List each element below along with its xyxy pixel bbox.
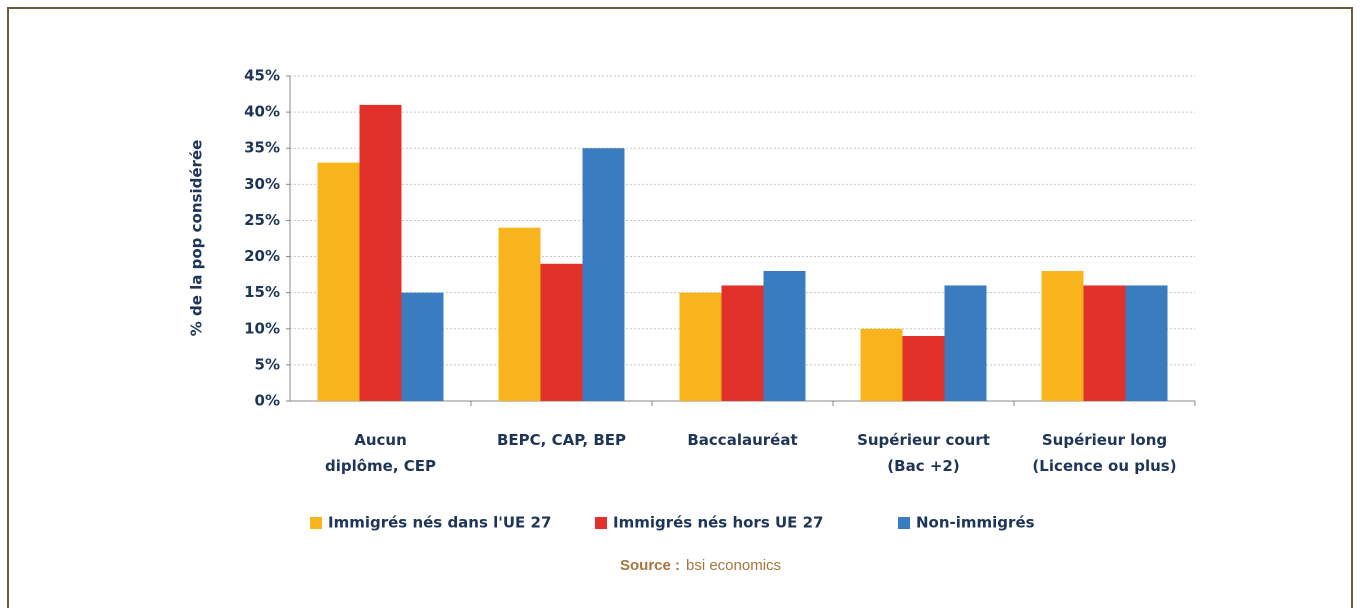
bar [317, 162, 360, 401]
y-axis-label: % de la pop considérée [188, 140, 206, 336]
source: bsi economics [686, 557, 781, 574]
frame [7, 7, 1353, 608]
x-tick-label-line: Baccalauréat [687, 431, 797, 449]
bar [860, 328, 903, 401]
x-tick-label: Supérieur court (Bac +2) [857, 431, 990, 475]
x-tick-label-line: Aucun [354, 431, 407, 449]
y-tick-label: 0% [255, 392, 280, 410]
y-tick-label: 25% [244, 211, 280, 229]
x-tick-label-line: (Licence ou plus) [1032, 457, 1176, 475]
legend-label: Immigrés nés hors UE 27 [613, 514, 824, 532]
legend-swatch [310, 517, 322, 529]
x-tick-label: Aucun diplôme, CEP [325, 431, 436, 475]
y-tick-label: 40% [244, 103, 280, 121]
y-tick-label: 10% [244, 319, 280, 337]
y-tick-label: 30% [244, 175, 280, 193]
y-tick-label: 35% [244, 139, 280, 157]
y-tick-label: 15% [244, 283, 280, 301]
legend-label: Immigrés nés dans l'UE 27 [328, 514, 551, 532]
x-tick-label-line: BEPC, CAP, BEP [497, 431, 626, 449]
bar [763, 271, 806, 401]
bar [1083, 285, 1126, 401]
x-tick-label-line: diplôme, CEP [325, 457, 436, 475]
legend-label: Non-immigrés [916, 514, 1035, 532]
x-tick-label-line: Supérieur court [857, 431, 990, 449]
bar [540, 263, 583, 401]
bar [1125, 285, 1168, 401]
bar [1041, 271, 1084, 401]
y-tick-label: 45% [244, 67, 280, 85]
y-tick-label: 5% [255, 355, 280, 373]
x-tick-label: BEPC, CAP, BEP [497, 431, 626, 449]
bar [359, 104, 402, 401]
bar [944, 285, 987, 401]
legend-swatch [898, 517, 910, 529]
x-tick-label-line: Supérieur long [1042, 431, 1167, 449]
y-tick-label: 20% [244, 247, 280, 265]
bar [582, 148, 625, 401]
source-label: Source : [620, 557, 680, 574]
bar [679, 292, 722, 401]
bar [721, 285, 764, 401]
x-tick-label: Baccalauréat [687, 431, 797, 449]
x-tick-label: Supérieur long (Licence ou plus) [1032, 431, 1176, 475]
bar [902, 336, 945, 401]
x-tick-label-line: (Bac +2) [887, 457, 959, 475]
bar [401, 292, 444, 401]
bar [498, 227, 541, 401]
legend-swatch [595, 517, 607, 529]
